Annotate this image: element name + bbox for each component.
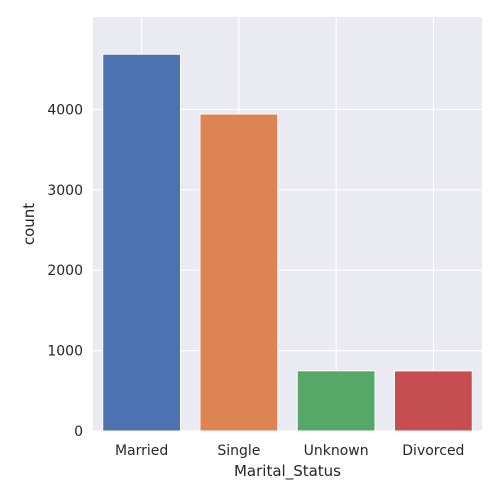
- x-tick-labels: Married Single Unknown Divorced: [115, 443, 465, 459]
- x-tick-label: Unknown: [304, 443, 369, 459]
- bars: [102, 53, 473, 432]
- bar-unknown: [296, 370, 376, 432]
- y-tick-label: 0: [74, 424, 83, 440]
- bar-divorced: [393, 370, 473, 432]
- y-tick-label: 2000: [47, 263, 83, 279]
- y-axis-title: count: [20, 203, 38, 245]
- y-tick-labels: 0 1000 2000 3000 4000: [47, 102, 83, 440]
- y-tick-label: 1000: [47, 344, 83, 360]
- x-tick-label: Divorced: [402, 443, 464, 459]
- x-tick-label: Single: [217, 443, 260, 459]
- bar-married: [102, 53, 182, 432]
- y-tick-label: 3000: [47, 183, 83, 199]
- bar-single: [199, 113, 279, 432]
- x-axis-title: Marital_Status: [234, 462, 341, 481]
- x-tick-label: Married: [115, 443, 168, 459]
- y-tick-label: 4000: [47, 102, 83, 118]
